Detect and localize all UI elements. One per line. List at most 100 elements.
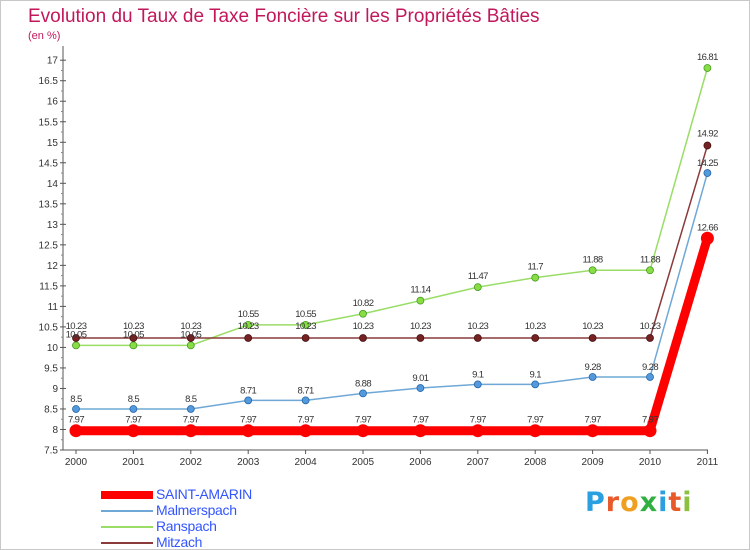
data-label: 10.05 (66, 329, 87, 340)
data-point (588, 266, 597, 275)
data-point (700, 231, 714, 245)
data-label: 10.23 (640, 321, 661, 332)
y-tick-label: 10.5 (39, 322, 59, 333)
data-label: 9.1 (529, 369, 541, 380)
data-point (126, 424, 140, 438)
data-point (531, 380, 540, 389)
x-tick-label: 2002 (180, 457, 203, 468)
data-point (186, 341, 195, 350)
x-tick-label: 2001 (122, 457, 145, 468)
data-point (416, 296, 425, 305)
data-point (186, 334, 195, 342)
x-tick-label: 2011 (697, 457, 719, 468)
data-point (646, 266, 654, 275)
y-tick-label: 16.5 (39, 76, 59, 87)
brand-letter: r (605, 487, 621, 518)
data-point (72, 334, 80, 342)
brand-letter: x (639, 487, 659, 518)
x-tick-label: 2010 (639, 457, 662, 468)
data-point (244, 334, 253, 342)
legend-label: Malmerspach (156, 502, 237, 518)
data-label: 11.47 (468, 271, 488, 282)
series-points (69, 64, 714, 438)
y-tick-label: 13 (47, 220, 59, 231)
y-axis-unit: (en %) (28, 30, 61, 42)
brand-letter: i (682, 487, 693, 518)
y-tick-label: 10 (47, 343, 59, 354)
data-label: 7.97 (355, 415, 371, 426)
legend-swatch (101, 542, 153, 544)
data-point (471, 424, 485, 438)
data-label: 8.5 (70, 394, 82, 405)
data-label: 10.05 (180, 329, 201, 340)
data-point (586, 424, 600, 438)
chart-title: Evolution du Taux de Taxe Foncière sur l… (28, 6, 540, 27)
y-tick-label: 14.5 (39, 158, 59, 169)
data-label: 7.97 (527, 415, 543, 426)
data-label: 10.23 (295, 321, 316, 332)
data-point (244, 396, 253, 405)
data-point (416, 384, 425, 392)
x-tick-label: 2008 (524, 457, 547, 468)
data-label: 12.66 (697, 222, 718, 233)
y-tick-label: 9 (52, 384, 58, 395)
data-point (241, 424, 255, 438)
data-point (473, 334, 482, 342)
legend-label: SAINT-AMARIN (156, 486, 252, 502)
series-line-saint-amarin (71, 233, 712, 436)
legend-label: Ranspach (156, 518, 217, 534)
data-point (301, 396, 310, 405)
series-lines (71, 67, 712, 436)
x-tick-label: 2005 (352, 457, 375, 468)
data-label: 10.23 (180, 321, 201, 332)
legend-swatch (101, 491, 153, 499)
data-label: 10.05 (123, 329, 144, 340)
series-line-mitzach (75, 144, 709, 339)
y-tick-label: 12.5 (39, 240, 59, 251)
data-point (356, 424, 370, 438)
data-label: 7.97 (68, 415, 84, 426)
y-tick-label: 17 (47, 56, 59, 67)
data-label: 9.01 (412, 373, 428, 384)
data-point (703, 141, 712, 150)
data-label: 10.82 (353, 298, 374, 309)
data-point (299, 424, 313, 438)
legend-swatch (101, 526, 153, 528)
data-label: 8.71 (240, 385, 256, 396)
data-label: 10.55 (238, 309, 259, 320)
data-label: 7.97 (125, 415, 141, 426)
data-point (646, 334, 654, 342)
legend-label: Mitzach (156, 534, 203, 550)
x-tick-label: 2009 (581, 457, 604, 468)
series-line-ranspach (75, 67, 709, 347)
data-point (646, 373, 654, 381)
data-label: 11.7 (528, 262, 544, 273)
data-point (69, 424, 83, 438)
data-point (129, 405, 138, 413)
data-label: 9.28 (585, 362, 601, 373)
y-tick-label: 7.5 (44, 446, 58, 457)
data-label: 8.88 (355, 378, 371, 389)
data-label: 7.97 (240, 415, 256, 426)
data-label: 11.88 (583, 254, 603, 265)
data-label: 11.14 (410, 285, 430, 296)
x-tick-label: 2004 (294, 457, 317, 468)
data-point (359, 309, 367, 318)
data-point (416, 334, 425, 342)
data-point (528, 424, 542, 438)
y-tick-label: 9.5 (44, 363, 58, 374)
data-point (301, 334, 310, 342)
y-tick-label: 8.5 (44, 404, 58, 415)
data-point (643, 424, 657, 438)
data-point (588, 334, 597, 342)
data-label: 7.97 (470, 415, 486, 426)
data-point (359, 389, 367, 398)
series-line-malmerspach (75, 172, 709, 410)
data-label: 10.23 (525, 321, 546, 332)
data-point (588, 373, 597, 381)
data-point (413, 424, 427, 438)
data-label: 14.92 (697, 129, 718, 140)
data-point (531, 334, 540, 342)
